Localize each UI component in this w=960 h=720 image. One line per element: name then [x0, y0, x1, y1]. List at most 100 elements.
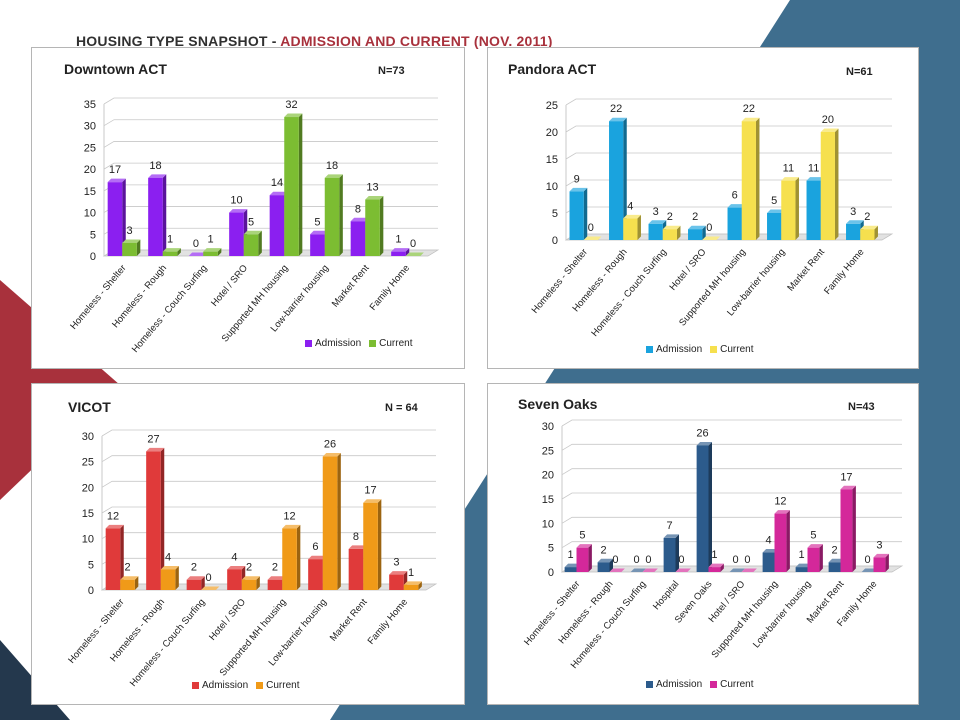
y-tick-label: 25 [84, 142, 96, 154]
chart-legend: Admission Current [646, 344, 754, 355]
x-tick-label: Market Rent [328, 597, 370, 644]
data-label: 3 [126, 225, 132, 237]
bar-top [405, 252, 424, 256]
bar-top [846, 220, 864, 224]
bar-front [767, 213, 782, 240]
data-label: 5 [810, 530, 816, 542]
gridline [101, 429, 436, 437]
bar-front [389, 574, 404, 590]
gridline [103, 119, 438, 127]
y-tick-label: 10 [82, 534, 94, 546]
data-label: 12 [107, 510, 119, 522]
bar [662, 225, 681, 240]
bar-top [310, 230, 329, 235]
x-tick-label: Supported MH housing [677, 247, 748, 329]
data-label: 14 [271, 177, 283, 189]
data-label: 2 [692, 211, 698, 223]
y-tick-label: 25 [82, 457, 94, 469]
data-label: 0 [706, 222, 712, 234]
bar-front [308, 559, 323, 590]
x-tick-label: Low-barrier housing [751, 579, 813, 650]
bar [324, 174, 343, 256]
bar-side [134, 576, 139, 590]
bar-side [609, 558, 613, 572]
bar-top [105, 524, 124, 529]
bar-side [377, 499, 382, 590]
x-tick-label: Family Home [366, 597, 410, 647]
data-label: 4 [765, 535, 771, 547]
y-tick-label: 30 [542, 421, 554, 433]
bar-front [160, 569, 176, 590]
chart-title: Downtown ACT [64, 61, 167, 77]
legend-label: Current [266, 680, 300, 691]
bar [623, 214, 641, 240]
bar-side [623, 117, 627, 240]
bar [741, 568, 757, 572]
bar-front [403, 584, 419, 590]
y-tick-label: 15 [546, 154, 558, 166]
legend-swatch [256, 682, 264, 689]
bar [663, 534, 679, 572]
slide-title: HOUSING TYPE SNAPSHOT - ADMISSION AND CU… [76, 33, 553, 49]
bar [609, 568, 625, 572]
bar-front [310, 234, 325, 256]
bar-side [755, 117, 760, 240]
bar-top [324, 174, 343, 178]
bar [583, 236, 602, 240]
chart-n-label: N=43 [848, 401, 875, 413]
bar-top [403, 581, 422, 585]
bar [688, 225, 706, 240]
data-label: 13 [366, 182, 378, 194]
bar-front [727, 207, 742, 240]
bar-front [807, 547, 820, 572]
bar-front [284, 117, 299, 257]
bar-front [148, 177, 163, 256]
bar [597, 558, 613, 572]
legend-item-current: Current [710, 679, 754, 690]
bar [229, 209, 248, 256]
bar-top [107, 178, 126, 183]
bar [107, 178, 126, 256]
bar-top [148, 174, 167, 178]
x-tick-label: Hotel / SRO [209, 263, 250, 309]
bar-front [840, 489, 853, 572]
legend-label: Current [720, 679, 754, 690]
data-label: 5 [314, 216, 320, 228]
bar [243, 230, 262, 256]
data-label: 18 [149, 160, 161, 172]
chart-title: Pandora ACT [508, 61, 597, 77]
bar-top [267, 576, 286, 580]
bar-top [807, 544, 823, 548]
bar-top [188, 252, 207, 256]
bar [708, 563, 724, 572]
data-label: 9 [574, 173, 580, 185]
bar [365, 196, 384, 256]
x-tick-label: Family Home [822, 247, 866, 297]
bar-top [781, 177, 799, 181]
legend-label: Current [379, 338, 413, 349]
legend-swatch [710, 346, 718, 353]
bar [186, 576, 205, 590]
gridline [561, 443, 902, 451]
bar-front [569, 191, 584, 240]
bar [188, 252, 207, 256]
bar-top [229, 209, 248, 213]
y-tick-label: 30 [84, 121, 96, 133]
bar-front [708, 567, 721, 572]
bar-top [767, 209, 785, 213]
bar-top [348, 545, 367, 549]
data-label: 3 [876, 539, 882, 551]
legend-label: Admission [656, 679, 703, 690]
bar [160, 565, 179, 590]
bar-top [861, 568, 877, 572]
bar-top [284, 113, 303, 118]
bar [820, 128, 839, 240]
bar-side [201, 576, 205, 590]
y-tick-label: 5 [88, 559, 94, 571]
bar-top [269, 191, 288, 196]
bar [569, 187, 588, 240]
bar-front [741, 121, 756, 240]
bar-front [762, 552, 775, 572]
